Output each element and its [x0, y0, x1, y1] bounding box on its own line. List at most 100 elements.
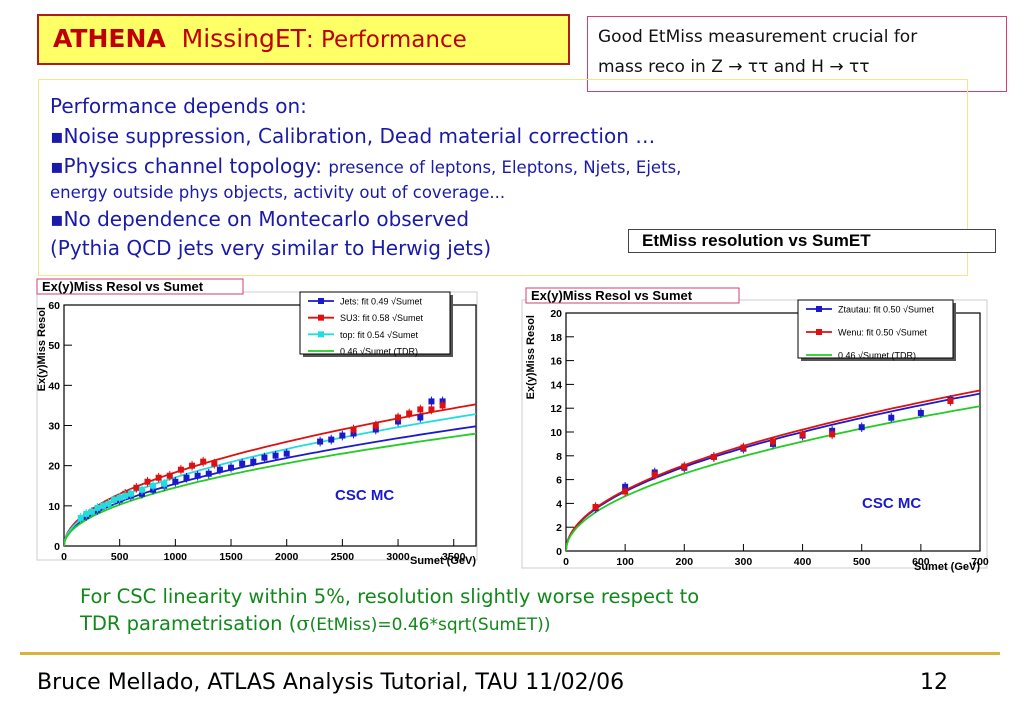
y-tick-label: 0 [54, 541, 60, 553]
data-point [947, 398, 954, 405]
footer-text: Bruce Mellado, ATLAS Analysis Tutorial, … [37, 670, 625, 695]
y-tick-label: 10 [48, 501, 60, 513]
y-tick-label: 8 [556, 451, 562, 463]
chart-annotation: CSC MC [335, 487, 394, 504]
data-point [261, 454, 268, 461]
legend-marker [318, 298, 324, 304]
x-tick-label: 200 [676, 556, 694, 568]
legend-box [299, 291, 451, 355]
data-point [395, 414, 402, 421]
data-point [172, 478, 179, 485]
data-point [211, 460, 218, 467]
y-tick-label: 14 [550, 379, 562, 391]
y-tick-label: 0 [556, 546, 562, 558]
data-point [83, 510, 90, 517]
data-point [858, 424, 865, 431]
chart-title: Ex(y)Miss Resol vs Sumet [531, 288, 693, 303]
y-tick-label: 4 [556, 498, 562, 510]
legend-marker [816, 306, 822, 312]
data-point [372, 422, 379, 429]
slide-title: ATHENA MissingET: Performance [53, 24, 467, 53]
data-point [888, 414, 895, 421]
fit-curve [64, 432, 476, 546]
x-tick-label: 0 [563, 556, 569, 568]
fit-curve [566, 405, 980, 551]
data-point [283, 450, 290, 457]
data-point [592, 503, 599, 510]
data-point [166, 472, 173, 479]
data-point [183, 474, 190, 481]
x-tick-label: 100 [616, 556, 634, 568]
title-rest: MissingET [181, 24, 306, 53]
data-point [189, 462, 196, 469]
y-axis-label: Ex(y)Miss Resol [525, 315, 537, 399]
x-axis-label: Sumet (GeV) [914, 561, 980, 573]
x-tick-label: 500 [111, 551, 129, 563]
x-tick-label: 300 [735, 556, 753, 568]
perf-line-pythia: (Pythia QCD jets very similar to Herwig … [50, 236, 492, 260]
legend-entry: 0.46 √Sumet (TDR) [838, 351, 916, 361]
y-tick-label: 30 [48, 421, 60, 433]
legend-entry: SU3: fit 0.58 √Sumet [340, 313, 423, 323]
data-point [216, 466, 223, 473]
legend-entry: 0.46 √Sumet (TDR) [340, 347, 418, 357]
data-point [116, 494, 123, 501]
data-point [651, 471, 658, 478]
data-point [150, 482, 157, 489]
page-number: 12 [920, 670, 948, 695]
y-tick-label: 20 [48, 461, 60, 473]
resolution-label: EtMiss resolution vs SumET [642, 231, 871, 250]
note-line-1: Good EtMiss measurement crucial for [598, 27, 918, 47]
y-tick-label: 2 [556, 522, 562, 534]
conclusion-text-a: TDR parametrisation ( [80, 612, 297, 635]
x-tick-label: 1000 [164, 551, 188, 563]
data-point [417, 414, 424, 421]
data-point [406, 410, 413, 417]
perf-physics-label: ▪Physics channel topology: [50, 154, 329, 178]
y-tick-label: 40 [48, 380, 60, 392]
data-point [439, 402, 446, 409]
footer-divider [20, 652, 1000, 655]
performance-box: Performance depends on: ▪Noise suppressi… [38, 79, 968, 276]
data-point [200, 458, 207, 465]
x-axis-label: Sumet (GeV) [410, 555, 476, 567]
resolution-label-box: EtMiss resolution vs SumET [628, 229, 996, 253]
x-tick-label: 2500 [331, 551, 355, 563]
y-tick-label: 20 [550, 308, 562, 320]
chart-title-box [36, 278, 244, 295]
chart-annotation: CSC MC [862, 495, 921, 512]
title-suffix: : Performance [305, 27, 467, 53]
data-point [99, 502, 106, 509]
conclusion-line-1: For CSC linearity within 5%, resolution … [80, 585, 700, 608]
data-point [144, 478, 151, 485]
data-point [161, 480, 168, 487]
y-tick-label: 10 [550, 427, 562, 439]
chart-title-box [525, 287, 740, 304]
x-tick-label: 500 [853, 556, 871, 568]
data-point [105, 500, 112, 507]
y-tick-label: 50 [48, 340, 60, 352]
x-tick-label: 1500 [219, 551, 243, 563]
x-tick-label: 400 [794, 556, 812, 568]
y-tick-label: 60 [48, 300, 60, 312]
legend-entry: Ztautau: fit 0.50 √Sumet [838, 305, 934, 315]
perf-line-montecarlo: ▪No dependence on Montecarlo observed [50, 207, 470, 231]
data-point [428, 406, 435, 413]
data-point [94, 504, 101, 511]
data-point [740, 444, 747, 451]
data-point [177, 466, 184, 473]
data-point [622, 488, 629, 495]
sigma-symbol: σ [296, 612, 310, 635]
perf-line-heading: Performance depends on: [50, 94, 307, 118]
legend-entry: Wenu: fit 0.50 √Sumet [838, 328, 927, 338]
data-point [272, 452, 279, 459]
data-point [88, 508, 95, 515]
data-point [138, 486, 145, 493]
perf-line-physics: ▪Physics channel topology: presence of l… [50, 154, 681, 178]
x-tick-label: 2000 [275, 551, 299, 563]
data-point [133, 484, 140, 491]
y-tick-label: 16 [550, 356, 562, 368]
